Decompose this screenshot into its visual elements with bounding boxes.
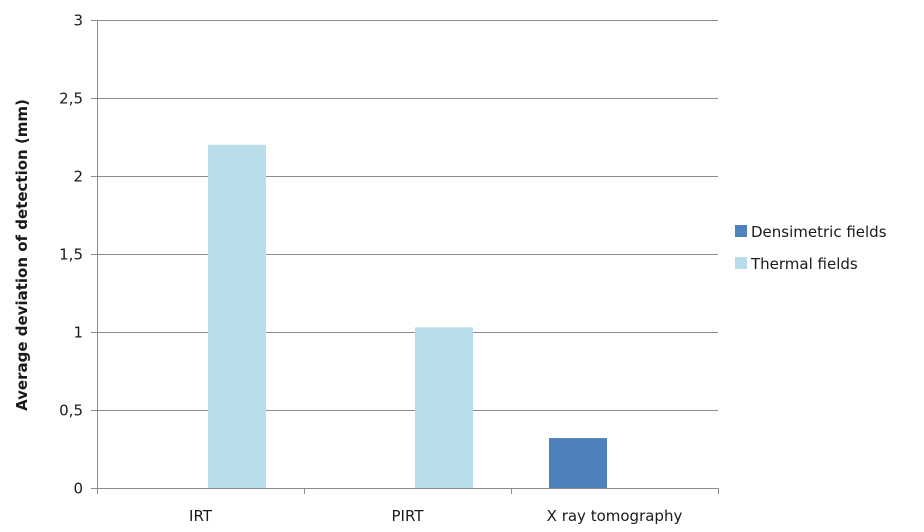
y-tick-label: 1 [73,324,83,342]
y-axis-ticks: 0 0,5 1 1,5 2 2,5 3 [59,12,83,498]
y-axis-title: Average deviation of detection (mm) [13,99,31,411]
x-axis-ticks: IRT PIRT X ray tomography [189,507,682,525]
y-tick-label: 3 [73,12,83,30]
gridlines [91,20,719,494]
y-tick-label: 2,5 [59,90,83,108]
bars [208,144,607,489]
y-tick-label: 1,5 [59,246,83,264]
y-tick-label: 0 [73,480,83,498]
legend-swatch [735,257,747,269]
legend-label: Thermal fields [750,255,858,273]
y-tick-label: 2 [73,168,83,186]
bar-thermal-fields [208,144,266,489]
x-tick-label: X ray tomography [547,507,683,525]
bar-thermal-fields [415,327,473,488]
x-tick-label: IRT [189,507,213,525]
legend-label: Densimetric fields [751,223,887,241]
x-tick-label: PIRT [392,507,425,525]
y-tick-label: 0,5 [59,402,83,420]
legend: Densimetric fields Thermal fields [735,223,887,273]
legend-swatch [735,225,747,237]
bar-densimetric-fields [549,438,607,488]
